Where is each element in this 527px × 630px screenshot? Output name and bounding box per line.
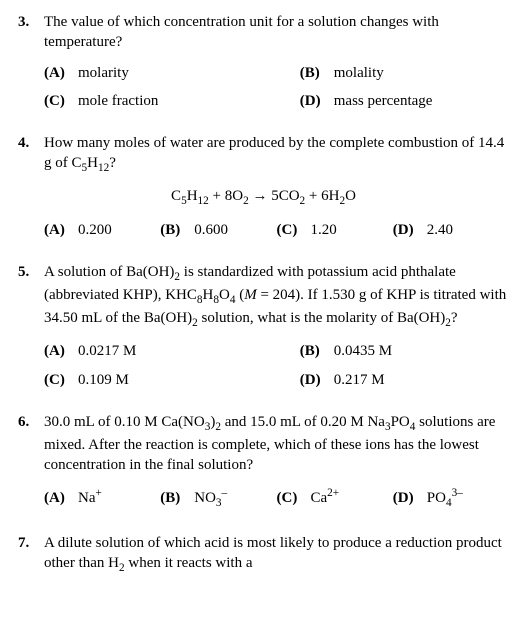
question-number: 5. bbox=[18, 262, 44, 332]
choice-letter: (C) bbox=[277, 220, 311, 240]
choice: (B)0.0435 M bbox=[300, 341, 509, 361]
choice-text: molarity bbox=[78, 63, 300, 83]
choice-letter: (B) bbox=[300, 63, 334, 83]
question: 7.A dilute solution of which acid is mos… bbox=[18, 533, 509, 576]
choice-text: 0.217 M bbox=[334, 370, 509, 390]
choice: (A)0.0217 M bbox=[44, 341, 300, 361]
choices: (A)0.200(B)0.600(C)1.20(D)2.40 bbox=[44, 220, 509, 240]
question-number: 4. bbox=[18, 133, 44, 176]
choice: (C)Ca2+ bbox=[277, 486, 393, 511]
choice-text: molality bbox=[334, 63, 509, 83]
choice: (D)mass percentage bbox=[300, 91, 509, 111]
choice: (A)Na+ bbox=[44, 486, 160, 511]
choice-letter: (A) bbox=[44, 220, 78, 240]
choice: (B)NO3– bbox=[160, 486, 276, 511]
question-number: 3. bbox=[18, 12, 44, 53]
choice-text: 0.109 M bbox=[78, 370, 300, 390]
question-text: 30.0 mL of 0.10 M Ca(NO3)2 and 15.0 mL o… bbox=[44, 412, 509, 476]
choice-text: NO3– bbox=[194, 486, 276, 511]
choice-text: 1.20 bbox=[311, 220, 393, 240]
choices: (A)molarity(B)molality(C)mole fraction(D… bbox=[44, 63, 509, 112]
choice-letter: (C) bbox=[277, 488, 311, 508]
choice: (B)molality bbox=[300, 63, 509, 83]
choice-text: PO43– bbox=[427, 486, 509, 511]
choice-text: 2.40 bbox=[427, 220, 509, 240]
choice-letter: (B) bbox=[160, 220, 194, 240]
question-text: The value of which concentration unit fo… bbox=[44, 12, 509, 53]
choice-letter: (D) bbox=[393, 488, 427, 508]
choice: (C)mole fraction bbox=[44, 91, 300, 111]
choice-letter: (C) bbox=[44, 370, 78, 390]
choices: (A)0.0217 M(B)0.0435 M(C)0.109 M(D)0.217… bbox=[44, 341, 509, 390]
choice-text: 0.0435 M bbox=[334, 341, 509, 361]
equation: C5H12 + 8O2 → 5CO2 + 6H2O bbox=[18, 186, 509, 209]
choice-letter: (C) bbox=[44, 91, 78, 111]
question: 4.How many moles of water are produced b… bbox=[18, 133, 509, 240]
choice-text: 0.0217 M bbox=[78, 341, 300, 361]
choice-letter: (D) bbox=[300, 91, 334, 111]
choice: (D)2.40 bbox=[393, 220, 509, 240]
choice-text: mole fraction bbox=[78, 91, 300, 111]
choice-text: Ca2+ bbox=[311, 486, 393, 508]
choice: (D)0.217 M bbox=[300, 370, 509, 390]
choice-text: mass percentage bbox=[334, 91, 509, 111]
choice-text: 0.600 bbox=[194, 220, 276, 240]
question-text: A solution of Ba(OH)2 is standardized wi… bbox=[44, 262, 509, 332]
choice-text: Na+ bbox=[78, 486, 160, 508]
choice-letter: (A) bbox=[44, 63, 78, 83]
choice: (C)0.109 M bbox=[44, 370, 300, 390]
choice: (B)0.600 bbox=[160, 220, 276, 240]
question: 6.30.0 mL of 0.10 M Ca(NO3)2 and 15.0 mL… bbox=[18, 412, 509, 511]
choice-letter: (A) bbox=[44, 341, 78, 361]
choice-letter: (D) bbox=[393, 220, 427, 240]
choice: (A)0.200 bbox=[44, 220, 160, 240]
choice: (C)1.20 bbox=[277, 220, 393, 240]
choice: (D)PO43– bbox=[393, 486, 509, 511]
choice-letter: (A) bbox=[44, 488, 78, 508]
question: 5.A solution of Ba(OH)2 is standardized … bbox=[18, 262, 509, 390]
choice-letter: (D) bbox=[300, 370, 334, 390]
choice-text: 0.200 bbox=[78, 220, 160, 240]
question: 3.The value of which concentration unit … bbox=[18, 12, 509, 111]
question-text: How many moles of water are produced by … bbox=[44, 133, 509, 176]
choice-letter: (B) bbox=[160, 488, 194, 508]
choice-letter: (B) bbox=[300, 341, 334, 361]
question-text: A dilute solution of which acid is most … bbox=[44, 533, 509, 576]
choices: (A)Na+(B)NO3–(C)Ca2+(D)PO43– bbox=[44, 486, 509, 511]
choice: (A)molarity bbox=[44, 63, 300, 83]
question-number: 7. bbox=[18, 533, 44, 576]
question-number: 6. bbox=[18, 412, 44, 476]
